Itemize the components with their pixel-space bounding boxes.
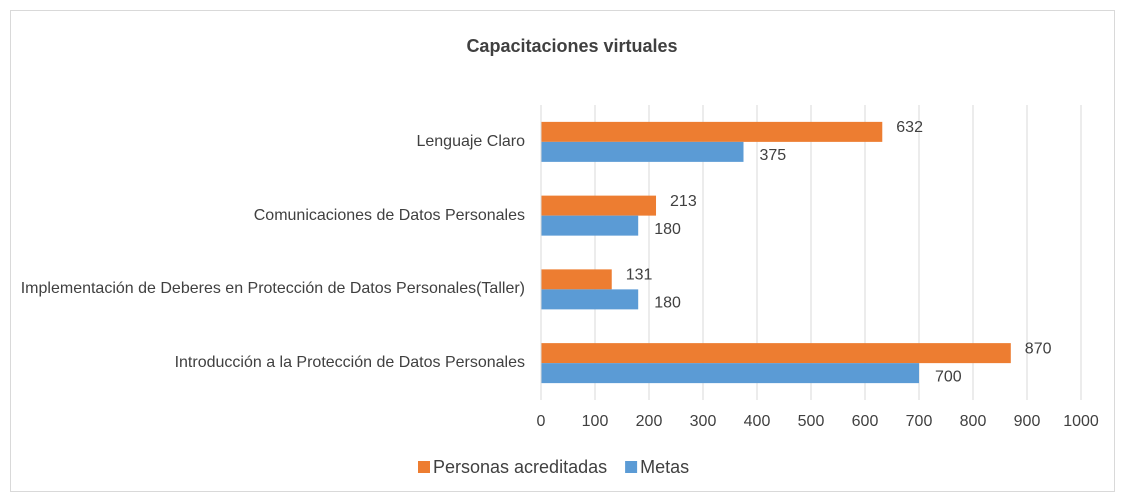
bar [541, 121, 883, 142]
x-tick-label: 700 [906, 413, 933, 430]
x-tick-label: 300 [690, 413, 717, 430]
data-label: 213 [670, 193, 697, 210]
x-tick-label: 800 [960, 413, 987, 430]
data-label: 632 [896, 119, 923, 136]
data-label: 375 [760, 147, 787, 164]
chart-border [10, 10, 1115, 492]
bar [541, 215, 639, 236]
x-tick-label: 900 [1014, 413, 1041, 430]
x-tick-label: 500 [798, 413, 825, 430]
category-label: Comunicaciones de Datos Personales [253, 206, 525, 224]
x-tick-label: 200 [636, 413, 663, 430]
category-label: Lenguaje Claro [416, 132, 525, 150]
data-label: 870 [1025, 340, 1052, 357]
bar [541, 141, 744, 162]
bar [541, 363, 919, 384]
category-label: Introducción a la Protección de Datos Pe… [174, 354, 525, 372]
chart-title: Capacitaciones virtuales [466, 36, 677, 56]
x-tick-label: 0 [537, 413, 546, 430]
legend-label: Metas [640, 457, 689, 477]
data-label: 180 [654, 221, 681, 238]
data-label: 131 [626, 267, 653, 284]
bar [541, 195, 657, 216]
legend-label: Personas acreditadas [433, 457, 607, 477]
x-tick-label: 100 [582, 413, 609, 430]
bar [541, 343, 1011, 364]
x-tick-label: 400 [744, 413, 771, 430]
data-label: 700 [935, 368, 962, 385]
x-tick-label: 1000 [1063, 413, 1099, 430]
legend-swatch [625, 461, 638, 473]
data-label: 180 [654, 295, 681, 312]
bar [541, 289, 639, 310]
category-label: Implementación de Deberes en Protección … [20, 280, 525, 298]
bar [541, 269, 612, 290]
legend-swatch [418, 461, 430, 473]
x-tick-label: 600 [852, 413, 879, 430]
